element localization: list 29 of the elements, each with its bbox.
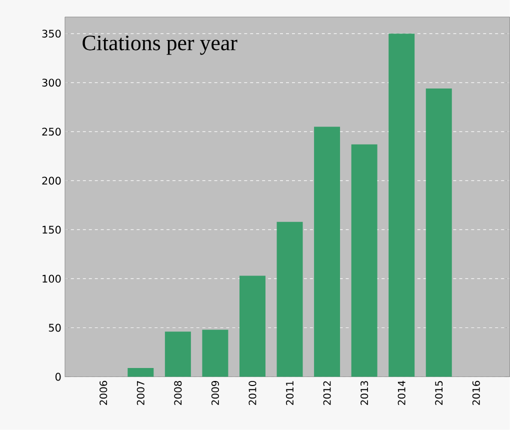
- y-tick-label: 250: [42, 128, 61, 136]
- y-tick-label: 150: [42, 226, 61, 234]
- bar: [128, 368, 154, 377]
- y-tick-label: 100: [42, 274, 61, 283]
- x-tick-label: 2012: [323, 381, 331, 406]
- bar: [164, 332, 191, 377]
- x-tick-label: 2009: [211, 381, 219, 406]
- bar: [314, 126, 340, 377]
- x-tick-label: 2015: [435, 381, 443, 406]
- bar: [202, 330, 228, 377]
- bar: [276, 222, 303, 377]
- bar: [426, 88, 452, 377]
- x-tick-label: 2006: [100, 381, 108, 406]
- bar: [351, 144, 378, 377]
- x-tick-label: 2008: [174, 381, 182, 406]
- x-tick-label: 2011: [286, 381, 294, 406]
- text: Citations per year: [82, 36, 238, 55]
- x-tick-label: 2010: [248, 381, 256, 406]
- x-tick-label: 2007: [136, 381, 144, 406]
- y-tick-label: 350: [42, 30, 61, 38]
- y-tick-label: 300: [42, 78, 61, 87]
- y-tick-label: 200: [42, 176, 61, 185]
- x-tick-label: 2014: [398, 380, 406, 406]
- x-tick-label: 2013: [360, 381, 368, 406]
- bar: [239, 276, 266, 377]
- x-tick-label: 2016: [472, 381, 480, 406]
- y-tick-label: 0: [55, 372, 61, 381]
- bar: [388, 34, 415, 377]
- y-tick-label: 50: [48, 324, 61, 332]
